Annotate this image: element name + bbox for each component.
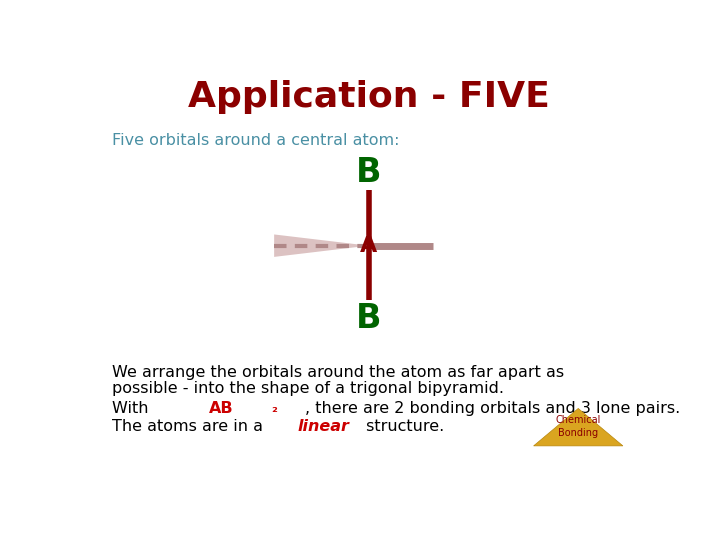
Text: Application - FIVE: Application - FIVE (188, 80, 550, 114)
Text: linear: linear (297, 419, 349, 434)
Text: ₂: ₂ (271, 402, 276, 415)
Text: We arrange the orbitals around the atom as far apart as: We arrange the orbitals around the atom … (112, 365, 564, 380)
Polygon shape (274, 234, 369, 257)
Text: A: A (361, 235, 377, 255)
Polygon shape (534, 408, 623, 446)
Text: B: B (356, 157, 382, 190)
Text: B: B (356, 302, 382, 335)
Text: The atoms are in a: The atoms are in a (112, 419, 268, 434)
Text: Five orbitals around a central atom:: Five orbitals around a central atom: (112, 133, 399, 148)
Text: With: With (112, 402, 153, 416)
Text: possible - into the shape of a trigonal bipyramid.: possible - into the shape of a trigonal … (112, 381, 504, 396)
Text: Chemical
Bonding: Chemical Bonding (556, 415, 601, 438)
Text: structure.: structure. (361, 419, 444, 434)
Text: AB: AB (209, 402, 233, 416)
Text: , there are 2 bonding orbitals and 3 lone pairs.: , there are 2 bonding orbitals and 3 lon… (305, 402, 680, 416)
